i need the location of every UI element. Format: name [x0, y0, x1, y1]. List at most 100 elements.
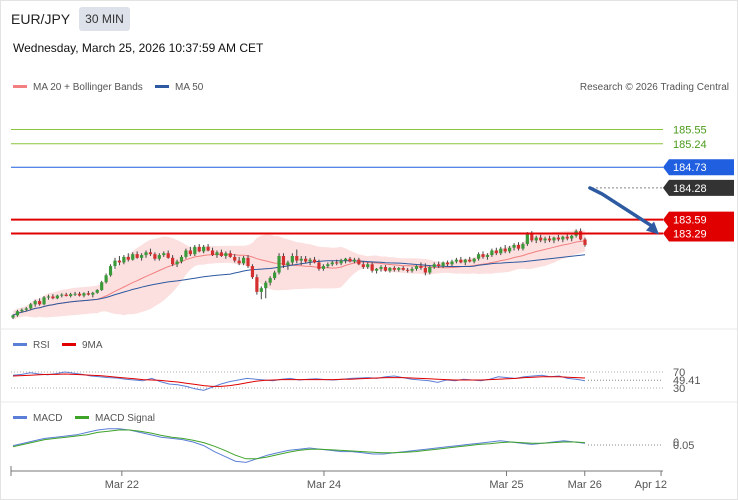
candle-body	[552, 237, 556, 241]
candle	[401, 266, 405, 271]
candle	[46, 294, 51, 300]
candle-body	[219, 252, 224, 256]
candle	[77, 291, 82, 297]
candle-body	[64, 294, 68, 297]
candle-body	[561, 236, 565, 240]
legend-swatch-rsi	[13, 343, 27, 346]
candle-body	[153, 254, 157, 259]
candle	[476, 252, 481, 261]
candle-body	[530, 233, 534, 241]
candle	[224, 251, 228, 259]
forecast-arrowhead	[646, 221, 659, 235]
legend-ma50: MA 50	[175, 82, 204, 93]
candle	[86, 290, 90, 296]
candle-body	[343, 258, 348, 261]
candle	[312, 256, 317, 264]
candle-body	[233, 256, 237, 261]
candle	[490, 248, 494, 257]
rsi-last-value: 49.41	[673, 375, 701, 387]
candle	[335, 259, 339, 266]
candle	[206, 244, 210, 252]
candle	[521, 242, 525, 251]
candle	[175, 259, 179, 268]
x-axis: Mar 22 Mar 24 Mar 25 Mar 26 Apr 12	[10, 466, 667, 491]
candle-body	[312, 259, 317, 263]
candle-body	[383, 267, 388, 271]
candle-body	[539, 237, 543, 241]
candle-body	[468, 259, 472, 262]
candle-body	[202, 246, 206, 252]
candle-body	[330, 262, 334, 265]
candle-body	[277, 256, 281, 273]
candle-body	[11, 315, 15, 318]
candle	[237, 256, 241, 266]
x-tick-label: Mar 24	[307, 479, 341, 491]
main-price-panel	[11, 228, 587, 320]
candle	[414, 265, 419, 271]
candle-body	[51, 296, 55, 299]
candle-body	[476, 254, 481, 259]
candle-body	[374, 268, 379, 271]
candle-body	[95, 290, 99, 293]
candle-body	[82, 293, 86, 296]
candle	[370, 262, 374, 273]
timeframe-button[interactable]: 30 MIN	[79, 7, 130, 31]
copyright: Research © 2026 Trading Central	[580, 82, 729, 93]
candle	[33, 299, 37, 307]
candle	[534, 235, 538, 244]
candle-body	[206, 246, 210, 251]
candle-body	[15, 311, 20, 316]
candle-body	[454, 259, 459, 262]
legend-swatch-9ma	[62, 343, 76, 346]
candle-body	[117, 260, 122, 263]
candle-body	[326, 264, 330, 267]
level-tag-support	[663, 225, 734, 242]
candle	[100, 280, 104, 291]
candle-body	[450, 261, 454, 265]
candle-body	[237, 260, 241, 264]
candle	[397, 267, 401, 272]
candle	[437, 261, 441, 268]
candle	[428, 265, 432, 275]
candle-body	[463, 259, 467, 263]
candle	[299, 256, 303, 266]
candle	[104, 273, 108, 284]
candle	[179, 255, 184, 264]
candle	[60, 293, 64, 298]
candle	[153, 252, 157, 261]
candle	[406, 267, 410, 273]
candle-body	[503, 248, 507, 252]
candle	[463, 258, 467, 266]
candle	[392, 266, 396, 272]
candle-body	[508, 247, 512, 252]
candle-body	[113, 260, 117, 267]
candle	[383, 265, 388, 272]
candle-body	[148, 252, 153, 255]
candle	[561, 235, 565, 243]
candle	[113, 257, 117, 269]
level-label: 183.29	[673, 228, 707, 240]
candle	[565, 233, 569, 241]
legend-rsi: RSI	[33, 340, 50, 351]
candle	[494, 247, 498, 256]
candle-body	[104, 275, 108, 283]
macd-last-value: 0.05	[673, 440, 694, 452]
candle	[193, 244, 197, 256]
candle-body	[60, 294, 64, 296]
candle	[55, 294, 59, 300]
candle	[339, 258, 343, 266]
candle	[317, 259, 321, 271]
candle-body	[241, 257, 246, 264]
candle	[485, 253, 490, 260]
candle	[357, 257, 361, 266]
candle-body	[366, 264, 370, 268]
candle	[64, 292, 68, 297]
symbol-title: EUR/JPY	[11, 11, 71, 27]
candle-body	[188, 250, 192, 255]
candle	[459, 256, 463, 264]
candle-body	[46, 296, 51, 298]
candle	[171, 255, 175, 267]
candle	[432, 262, 436, 269]
candle	[366, 262, 370, 269]
candle	[255, 274, 259, 295]
